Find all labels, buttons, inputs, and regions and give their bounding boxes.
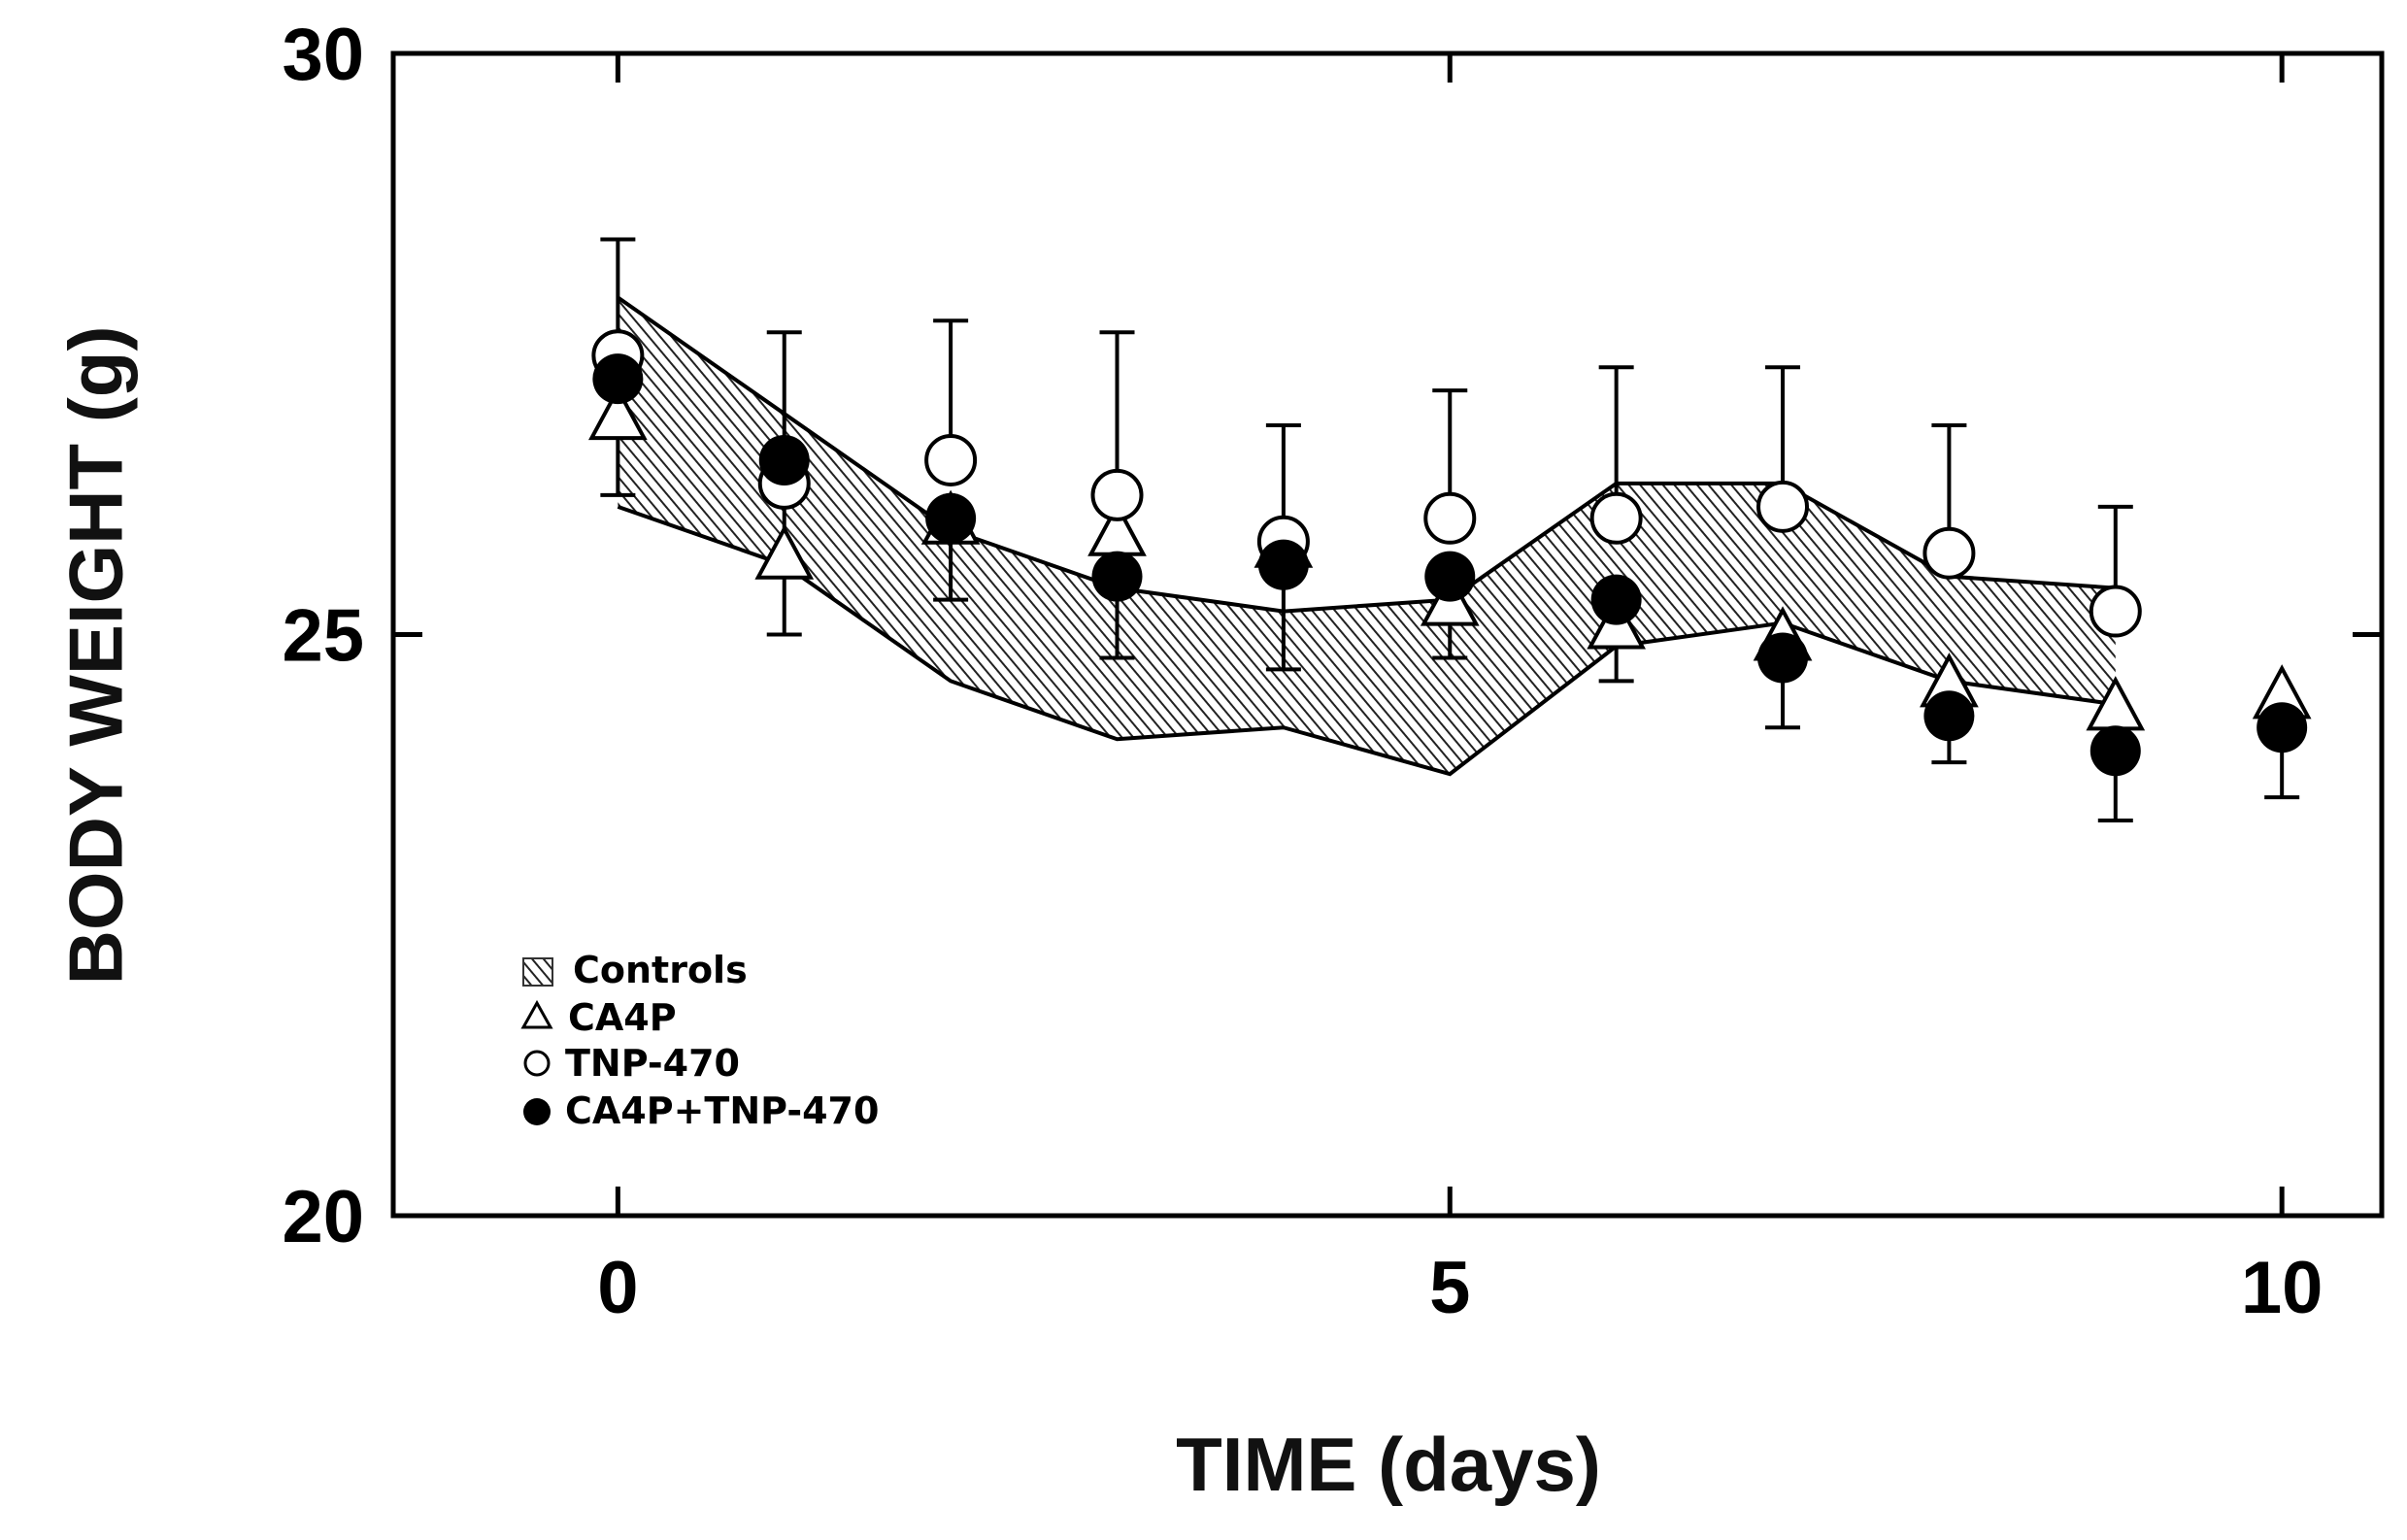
ca4p-point bbox=[754, 524, 815, 580]
combo-point bbox=[1424, 551, 1476, 602]
data-markers bbox=[588, 329, 2312, 777]
legend-label-ca4p: CA4P bbox=[568, 996, 677, 1039]
tnp470-point bbox=[924, 433, 978, 486]
legend-ca4p-triangle-icon bbox=[520, 999, 553, 1029]
combo-point bbox=[1923, 690, 1975, 742]
legend: Controls CA4P TNP-470 CA4P+TNP-470 bbox=[520, 949, 879, 1132]
tnp470-point bbox=[1423, 491, 1477, 545]
combo-point bbox=[1257, 539, 1309, 590]
combo-point bbox=[2089, 725, 2141, 777]
combo-point bbox=[1757, 632, 1809, 684]
x-tick-label: 0 bbox=[597, 1247, 638, 1329]
y-tick-label: 25 bbox=[282, 595, 364, 678]
legend-label-combo: CA4P+TNP-470 bbox=[565, 1089, 879, 1132]
error-bars bbox=[600, 237, 2300, 823]
tnp470-point bbox=[2089, 585, 2142, 638]
legend-controls-swatch bbox=[522, 957, 553, 987]
tnp470-point bbox=[1922, 526, 1976, 580]
y-tick-label: 30 bbox=[282, 14, 364, 96]
combo-point bbox=[1590, 574, 1642, 625]
legend-combo-filled-circle-icon bbox=[523, 1098, 551, 1125]
legend-label-tnp470: TNP-470 bbox=[565, 1042, 740, 1085]
ca4p-point bbox=[588, 385, 648, 441]
controls-band bbox=[618, 297, 2116, 775]
legend-tnp470-circle-icon bbox=[523, 1050, 551, 1077]
tnp470-point bbox=[1090, 468, 1144, 521]
combo-point bbox=[758, 434, 810, 485]
x-tick-label: 5 bbox=[1429, 1247, 1470, 1329]
x-axis-title: TIME (days) bbox=[1176, 1422, 1601, 1507]
y-axis-title: BODY WEIGHT (g) bbox=[53, 326, 139, 986]
combo-point bbox=[1091, 551, 1143, 602]
legend-label-controls: Controls bbox=[573, 949, 748, 991]
combo-point bbox=[2257, 702, 2308, 753]
controls-band-lower-edge bbox=[617, 504, 2117, 777]
controls-band-upper-edge bbox=[617, 295, 2116, 614]
controls-band-layer bbox=[617, 295, 2117, 777]
tnp470-point bbox=[1756, 480, 1810, 533]
combo-point bbox=[592, 353, 644, 405]
combo-point bbox=[925, 492, 977, 544]
tnp470-point bbox=[1589, 491, 1643, 545]
y-tick-label: 20 bbox=[282, 1176, 364, 1258]
x-tick-label: 10 bbox=[2241, 1247, 2323, 1329]
axis-ticks: 0 5 10 20 25 30 bbox=[282, 14, 2382, 1329]
